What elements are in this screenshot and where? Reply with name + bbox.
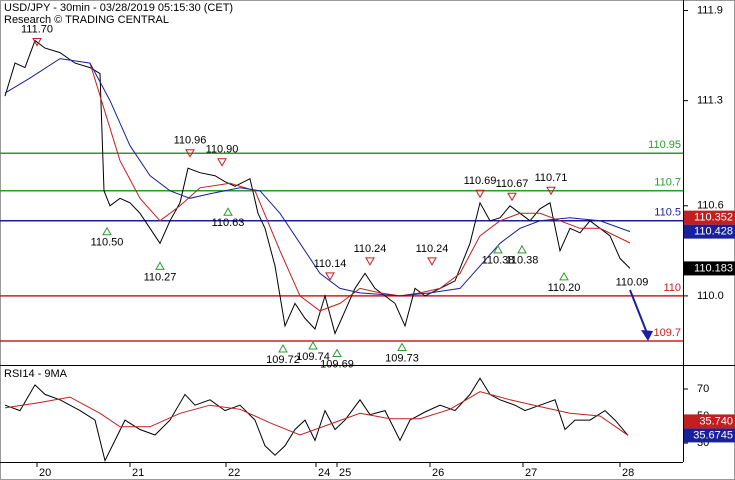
low-label: 109.72 <box>266 354 300 366</box>
price-badge <box>684 210 735 225</box>
low-marker <box>332 348 342 357</box>
high-marker <box>185 149 195 158</box>
x-tick-label: 26 <box>432 467 444 479</box>
high-marker <box>365 257 375 266</box>
level-label: 110 <box>663 282 681 294</box>
y-tick-label: 110.6 <box>697 200 724 212</box>
low-marker <box>102 226 112 236</box>
price-badge <box>684 414 735 429</box>
low-marker <box>308 340 318 350</box>
y-tick-label: 110.0 <box>697 290 724 302</box>
x-tick-label: 24 <box>318 467 330 479</box>
low-label: 110.63 <box>212 217 245 229</box>
price-badge-label: 110.352 <box>694 212 733 224</box>
low-marker <box>493 244 503 254</box>
high-marker <box>507 192 517 202</box>
y-tick-label: 111.3 <box>697 95 723 107</box>
price-badge-label: 35.740 <box>699 415 733 427</box>
high-label: 110.14 <box>314 258 347 270</box>
high-marker <box>475 189 485 199</box>
low-label: 109.73 <box>385 352 419 364</box>
level-label: 110.5 <box>654 207 681 219</box>
low-marker <box>397 342 407 351</box>
y-tick-label: 111.9 <box>697 4 723 16</box>
x-tick-label: 20 <box>39 467 51 479</box>
price-badge-label: 110.183 <box>694 262 733 274</box>
high-label: 110.67 <box>496 178 529 190</box>
y-tick-label: 70 <box>697 383 709 395</box>
price-badge-label: 110.428 <box>694 226 733 238</box>
price-badge <box>684 261 735 276</box>
price-badge <box>684 428 735 443</box>
low-label: 109.69 <box>320 358 354 370</box>
price-badge-label: 35.6745 <box>693 429 733 441</box>
low-label: 110.50 <box>91 237 124 249</box>
high-label: 111.70 <box>21 23 53 35</box>
level-label: 110.95 <box>648 139 681 151</box>
forecast-arrow <box>629 289 648 334</box>
x-tick-label: 28 <box>622 467 634 479</box>
level-label: 110.7 <box>654 177 681 189</box>
low-label: 110.38 <box>482 255 515 267</box>
x-tick-label: 22 <box>228 467 240 479</box>
high-label: 110.90 <box>206 144 239 156</box>
x-tick-label: 27 <box>525 467 537 479</box>
x-tick-label: 25 <box>339 467 351 479</box>
series-line <box>4 377 629 463</box>
chart-title: USD/JPY - 30min - 03/28/2019 05:15:30 (C… <box>4 2 233 14</box>
low-marker <box>155 261 165 270</box>
high-label: 110.24 <box>354 243 387 255</box>
series-line <box>4 58 631 297</box>
price-badge <box>684 224 735 239</box>
chart-subtitle: Research © TRADING CENTRAL <box>4 14 169 26</box>
series-line <box>89 62 631 312</box>
high-label: 110.96 <box>174 135 207 147</box>
low-label: 110.20 <box>548 282 581 294</box>
low-label: 110.27 <box>144 271 177 283</box>
high-marker <box>427 257 437 266</box>
low-label: 109.74 <box>296 351 330 363</box>
high-label: 110.71 <box>535 172 568 184</box>
high-marker <box>325 272 335 281</box>
low-marker <box>517 244 527 254</box>
low-marker <box>559 271 569 281</box>
high-label: 110.69 <box>464 175 497 187</box>
plots: 111.9 111.3 110.6 110.0 110.95 110.7 110.5 110 1… <box>0 4 735 479</box>
level-label: 109.7 <box>653 327 681 339</box>
series-line <box>4 39 631 336</box>
panel-title: RSI14 - 9MA <box>4 368 68 380</box>
low-marker <box>223 207 233 216</box>
high-marker <box>546 186 556 196</box>
series-line <box>4 391 629 436</box>
forecast-arrow-head <box>641 330 653 341</box>
price-label: 110.09 <box>616 276 649 288</box>
high-marker <box>217 158 227 167</box>
high-label: 110.24 <box>416 243 449 255</box>
high-marker <box>32 38 42 47</box>
low-marker <box>278 343 288 353</box>
low-label: 110.38 <box>506 255 539 267</box>
x-tick-label: 21 <box>132 467 144 479</box>
